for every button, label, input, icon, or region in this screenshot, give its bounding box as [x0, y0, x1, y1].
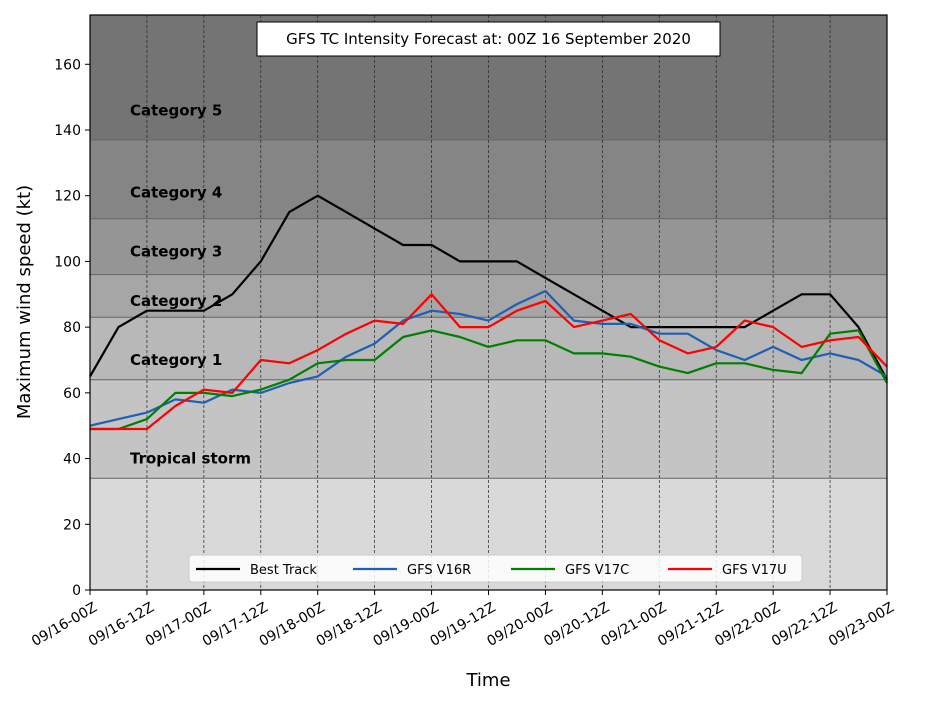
band-label: Category 3 [130, 243, 222, 261]
band-label: Tropical storm [130, 450, 251, 468]
x-axis: 09/16-00Z09/16-12Z09/17-00Z09/17-12Z09/1… [29, 590, 897, 650]
series-lines [89, 194, 888, 431]
y-tick-label: 120 [54, 189, 81, 205]
vertical-grid [146, 15, 831, 590]
band-labels: Tropical storm Category 1 Category 2 Catego… [130, 101, 251, 467]
y-tick-label: 60 [63, 386, 81, 402]
legend: Best Track GFS V16R GFS V17C GFS V17U [188, 554, 803, 583]
chart-title: GFS TC Intensity Forecast at: 00Z 16 Sep… [286, 30, 691, 48]
legend-label: GFS V17U [722, 563, 787, 578]
legend-label: Best Track [250, 563, 317, 578]
y-axis-label: Maximum wind speed (kt) [14, 185, 35, 419]
series-line [90, 293, 888, 431]
x-tick-label: 09/23-00Z [826, 600, 897, 650]
band-boundaries [90, 139, 887, 479]
y-tick-label: 100 [54, 254, 81, 270]
series-line [90, 329, 888, 431]
band-label: Category 4 [130, 183, 222, 201]
y-tick-label: 80 [63, 320, 81, 336]
band-label: Category 1 [130, 351, 222, 369]
legend-label: GFS V17C [565, 563, 629, 578]
series-line [89, 194, 888, 381]
y-tick-label: 160 [54, 57, 81, 73]
band-label: Category 5 [130, 101, 222, 119]
y-tick-label: 40 [63, 452, 81, 468]
band-label: Category 2 [130, 292, 222, 310]
legend-box [188, 554, 803, 583]
title-box: GFS TC Intensity Forecast at: 00Z 16 Sep… [256, 21, 721, 57]
x-axis-label: Time [465, 670, 510, 691]
y-axis: 0 20 40 60 80 100 120 140 160 [54, 57, 90, 599]
y-tick-label: 140 [54, 123, 81, 139]
legend-label: GFS V16R [407, 563, 471, 578]
y-tick-label: 0 [72, 583, 81, 599]
y-tick-label: 20 [63, 517, 81, 533]
